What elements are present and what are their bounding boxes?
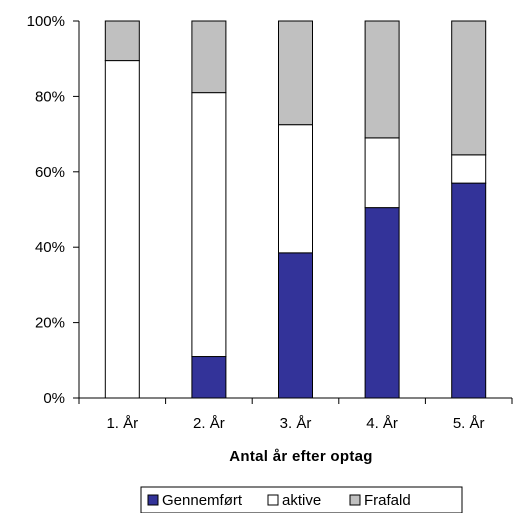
bar-segment-frafald xyxy=(104,20,140,62)
legend-entry: Frafald xyxy=(364,492,411,509)
bar-segment-frafald xyxy=(278,20,313,126)
y-tick-label: 80% xyxy=(35,88,65,105)
x-tick-label: 4. År xyxy=(366,415,398,432)
bar-segment-frafald xyxy=(451,20,487,156)
legend-frame xyxy=(140,486,463,513)
y-tick-label: 20% xyxy=(35,315,65,332)
x-tick-labels: 1. År 2. År 3. År 4. År 5. År xyxy=(106,415,484,432)
bar-segment-aktive xyxy=(104,60,140,399)
x-tick-label: 1. År xyxy=(106,415,138,432)
x-tick-label: 3. År xyxy=(280,415,312,432)
y-tick-marks xyxy=(73,20,79,399)
legend-swatch xyxy=(267,494,279,506)
y-tick-labels: 0% 20% 40% 60% 80% 100% xyxy=(27,13,65,407)
y-tick-label: 40% xyxy=(35,239,65,256)
y-tick-label: 60% xyxy=(35,164,65,181)
x-axis-label: Antal år efter optag xyxy=(229,448,373,465)
bar-segment-gennemf-rt xyxy=(451,182,487,399)
bar-segment-frafald xyxy=(191,20,227,94)
x-tick-label: 5. År xyxy=(453,415,485,432)
bar-segment-aktive xyxy=(451,154,487,184)
x-tick-label: 2. År xyxy=(193,415,225,432)
x-tick-marks xyxy=(78,398,513,404)
bar-segment-aktive xyxy=(364,137,400,209)
bars xyxy=(104,20,487,399)
y-tick-label: 0% xyxy=(43,390,65,407)
bar-segment-frafald xyxy=(364,20,400,139)
bar-segment-gennemf-rt xyxy=(191,356,227,399)
bar-segment-aktive xyxy=(278,124,313,254)
bar-segment-gennemf-rt xyxy=(278,252,313,399)
legend: Gennemført aktive Frafald xyxy=(140,486,463,513)
legend-entry: aktive xyxy=(282,492,321,509)
bar-segment-gennemf-rt xyxy=(364,207,400,399)
bar-segment-aktive xyxy=(191,92,227,358)
legend-swatch xyxy=(349,494,361,506)
legend-entry: Gennemført xyxy=(162,492,243,509)
y-tick-label: 100% xyxy=(27,13,65,30)
legend-swatch xyxy=(147,494,159,506)
